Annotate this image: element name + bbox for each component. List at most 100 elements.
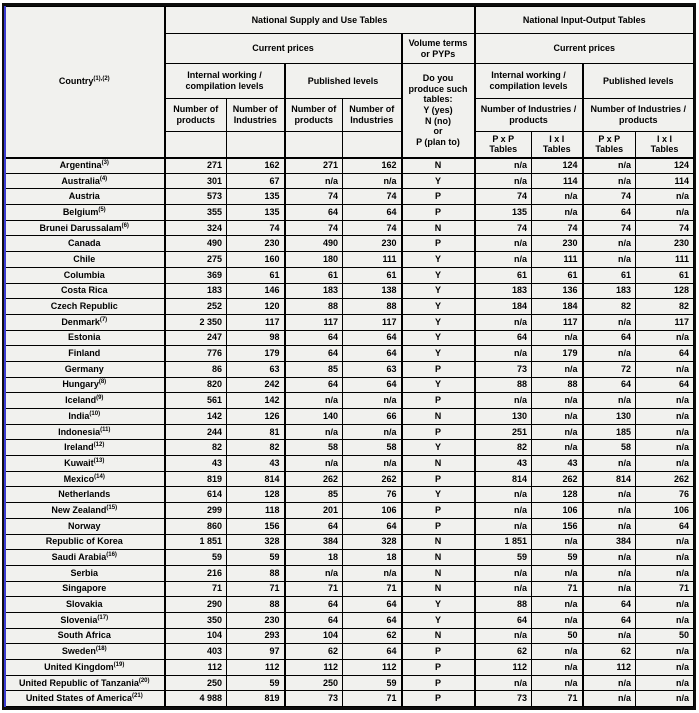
empty-header-cell [342, 131, 402, 158]
value-cell: 142 [226, 392, 285, 409]
country-cell: United Kingdom(19) [4, 659, 165, 676]
country-footnote-sup: (20) [138, 677, 150, 684]
value-cell: n/a [634, 533, 695, 551]
value-cell: n/a [473, 156, 532, 174]
value-cell: 328 [342, 533, 402, 551]
value-cell: 262 [283, 470, 343, 488]
value-cell: 71 [531, 690, 583, 708]
value-cell: 490 [163, 235, 227, 253]
country-cell: Singapore [4, 580, 165, 598]
value-cell: 82 [634, 298, 695, 315]
value-cell: 64 [342, 204, 402, 221]
value-cell: 88 [473, 376, 532, 394]
value-cell: 67 [226, 172, 285, 190]
table-row: United Kingdom(19) 112 112 112 112 P 112 n/a 112… [4, 659, 695, 676]
value-cell: 112 [473, 659, 532, 676]
value-cell: 573 [163, 188, 227, 206]
value-cell: n/a [531, 643, 583, 660]
value-cell: 290 [163, 596, 227, 613]
value-cell: 61 [531, 266, 583, 284]
value-cell: 61 [581, 266, 636, 284]
table-row: Saudi Arabia(16) 59 59 18 18 N 59 59 n/a n/a [4, 549, 695, 566]
value-cell: 61 [634, 266, 695, 284]
value-cell: 64 [634, 517, 695, 535]
value-cell: 820 [163, 376, 227, 394]
current-prices-su-header: Current prices [163, 33, 402, 64]
produce-flag-cell: Y [400, 345, 475, 362]
value-cell: n/a [634, 392, 695, 409]
table-row: Columbia 369 61 61 61 Y 61 61 61 61 [4, 266, 695, 284]
value-cell: n/a [634, 439, 695, 457]
value-cell: 184 [473, 298, 532, 315]
value-cell: 403 [163, 643, 227, 660]
country-footnote-sup: (9) [96, 395, 104, 402]
value-cell: 72 [581, 360, 636, 378]
value-cell: 180 [283, 251, 343, 268]
value-cell: n/a [342, 392, 402, 409]
value-cell: 88 [531, 376, 583, 394]
num-industries-pub-header: Number of Industries [342, 98, 402, 132]
value-cell: 1 851 [473, 533, 532, 551]
country-cell: Saudi Arabia(16) [4, 549, 165, 566]
value-cell: 74 [473, 219, 532, 237]
value-cell: 490 [283, 235, 343, 253]
value-cell: n/a [581, 172, 636, 190]
value-cell: 98 [226, 329, 285, 347]
value-cell: 230 [226, 235, 285, 253]
value-cell: 135 [473, 204, 532, 221]
published-levels-su-header: Published levels [283, 63, 402, 99]
value-cell: 117 [634, 313, 695, 331]
value-cell: 59 [226, 549, 285, 566]
value-cell: 369 [163, 266, 227, 284]
produce-flag-cell: Y [400, 376, 475, 394]
country-footnote-sup: (18) [95, 646, 107, 653]
value-cell: 76 [342, 486, 402, 504]
value-cell: n/a [342, 455, 402, 472]
empty-header-cell [226, 131, 285, 158]
value-cell: 614 [163, 486, 227, 504]
value-cell: 63 [226, 360, 285, 378]
produce-flag-cell: N [400, 533, 475, 551]
country-cell: Chile [4, 251, 165, 268]
value-cell: 59 [342, 674, 402, 692]
value-cell: 120 [226, 298, 285, 315]
country-cell: Ireland(12) [4, 439, 165, 457]
produce-flag-cell: N [400, 219, 475, 237]
value-cell: n/a [531, 204, 583, 221]
value-cell: 130 [473, 408, 532, 425]
value-cell: 179 [531, 345, 583, 362]
value-cell: 81 [226, 423, 285, 441]
value-cell: 4 988 [163, 690, 227, 708]
value-cell: 85 [283, 360, 343, 378]
produce-flag-cell: Y [400, 596, 475, 613]
value-cell: 76 [634, 486, 695, 504]
value-cell: n/a [473, 172, 532, 190]
value-cell: n/a [531, 360, 583, 378]
produce-flag-cell: P [400, 659, 475, 676]
produce-flag-cell: P [400, 204, 475, 221]
value-cell: 43 [226, 455, 285, 472]
value-cell: 814 [581, 470, 636, 488]
value-cell: 117 [531, 313, 583, 331]
country-cell: Denmark(7) [4, 313, 165, 331]
produce-flag-cell: N [400, 408, 475, 425]
country-footnote-sup: (3) [101, 160, 109, 167]
table-row: Slovakia 290 88 64 64 Y 88 n/a 64 n/a [4, 596, 695, 613]
value-cell: 135 [226, 204, 285, 221]
value-cell: 561 [163, 392, 227, 409]
table-row: Sweden(18) 403 97 62 64 P 62 n/a 62 n/a [4, 643, 695, 660]
value-cell: n/a [581, 313, 636, 331]
value-cell: 136 [531, 282, 583, 300]
value-cell: 64 [283, 329, 343, 347]
country-cell: Sweden(18) [4, 643, 165, 660]
value-cell: n/a [473, 674, 532, 692]
produce-flag-cell: P [400, 360, 475, 378]
ixi-tables-pub-header: I x I Tables [634, 131, 695, 158]
value-cell: 819 [226, 690, 285, 708]
value-cell: 104 [283, 627, 343, 645]
value-cell: 111 [634, 251, 695, 268]
produce-question-header: Do you produce such tables: Y (yes) N (no) or… [400, 63, 475, 158]
